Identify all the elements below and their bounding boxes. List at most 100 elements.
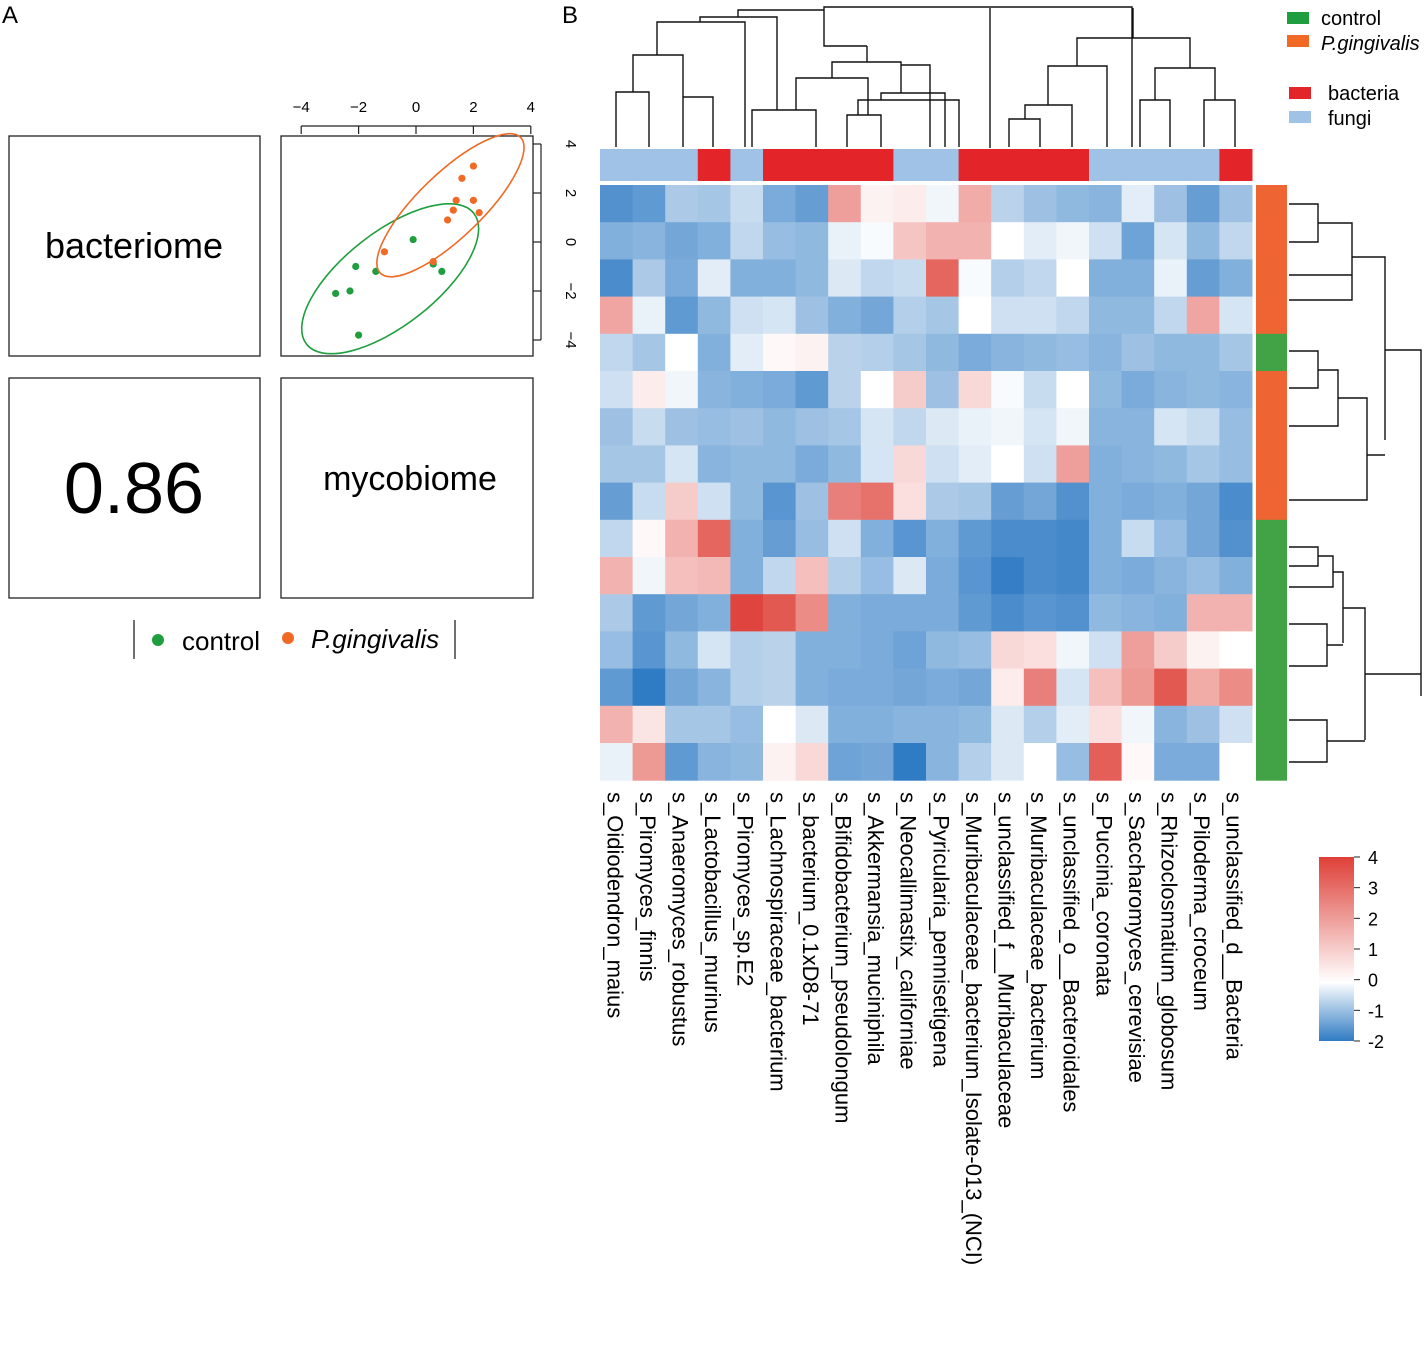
column-label: s_Saccharomyces_cerevisiae — [1124, 792, 1149, 1083]
heatmap-cell — [795, 296, 829, 335]
column-type-cell — [1121, 149, 1155, 181]
heatmap-cell — [1186, 371, 1220, 409]
heatmap-cell — [958, 482, 992, 521]
row-group-cell — [1256, 296, 1287, 335]
colorbar-tick-label: 1 — [1368, 940, 1378, 960]
heatmap-cell — [697, 668, 731, 707]
x-tick-label: 2 — [469, 99, 477, 116]
heatmap-cell — [1056, 482, 1090, 521]
heatmap-cell — [763, 482, 797, 521]
heatmap-cell — [1154, 259, 1188, 298]
column-type-cell — [600, 149, 634, 181]
point-pgingivalis — [458, 174, 466, 182]
heatmap-cell — [991, 594, 1025, 632]
heatmap-cell — [1121, 594, 1155, 632]
heatmap-cell — [600, 445, 634, 484]
column-label: s_Rhizoclosmatium_globosum — [1157, 792, 1182, 1090]
heatmap-cell — [795, 333, 829, 372]
heatmap-cell — [600, 519, 634, 558]
heatmap-cell — [860, 408, 894, 446]
heatmap-cell — [1023, 743, 1057, 781]
heatmap-cell — [958, 743, 992, 781]
heatmap-cell — [926, 705, 960, 744]
heatmap-cell — [600, 333, 634, 372]
y-tick-label: 2 — [562, 189, 579, 197]
heatmap-cell — [860, 259, 894, 298]
colorbar — [1319, 857, 1354, 1041]
heatmap-cell — [828, 371, 862, 409]
heatmap-cell — [1121, 371, 1155, 409]
legend-swatch-pgingivalis — [1287, 35, 1309, 47]
row-group-strip — [1256, 185, 1287, 781]
confidence-ellipse-control — [300, 202, 480, 355]
heatmap-cell — [1056, 445, 1090, 484]
heatmap-cell — [665, 668, 699, 707]
heatmap-cell — [665, 333, 699, 372]
heatmap-cell — [958, 185, 992, 223]
heatmap-cell — [1089, 482, 1123, 521]
pairs-plot: bacteriome −4 −2 0 2 4 4 2 0 −2 −4 0.86 mycobiome… — [8, 99, 579, 659]
heatmap-cell — [1121, 705, 1155, 744]
heatmap-cell — [1154, 371, 1188, 409]
heatmap-cell — [1056, 557, 1090, 595]
heatmap-cell — [632, 408, 666, 446]
heatmap-cell — [1121, 185, 1155, 223]
heatmap-cell — [991, 259, 1025, 298]
heatmap-cell — [860, 743, 894, 781]
heatmap-cell — [763, 259, 797, 298]
heatmap-cell — [730, 743, 764, 781]
heatmap-cell — [600, 705, 634, 744]
panel-label-a: A — [2, 2, 18, 29]
heatmap-cell — [1219, 259, 1253, 298]
row-group-cell — [1256, 408, 1287, 446]
heatmap-cell — [730, 222, 764, 260]
heatmap-cell — [665, 408, 699, 446]
heatmap-cell — [665, 371, 699, 409]
heatmap-cell — [893, 408, 927, 446]
heatmap-cell — [600, 408, 634, 446]
legend-dot-control — [152, 634, 164, 646]
heatmap-cell — [926, 631, 960, 670]
heatmap-cell — [926, 408, 960, 446]
heatmap-cell — [828, 631, 862, 670]
heatmap-cell — [1219, 705, 1253, 744]
column-label: s_Lactobacillus_murinus — [700, 792, 725, 1033]
heatmap-cell — [1219, 519, 1253, 558]
heatmap-cell — [893, 668, 927, 707]
heatmap-cell — [1154, 482, 1188, 521]
heatmap-cell — [697, 743, 731, 781]
heatmap-cell — [730, 668, 764, 707]
heatmap-cell — [697, 631, 731, 670]
heatmap-cell — [730, 519, 764, 558]
heatmap-cell — [730, 705, 764, 744]
heatmap-cell — [730, 296, 764, 335]
heatmap-cell — [926, 333, 960, 372]
heatmap-cell — [1121, 259, 1155, 298]
row-group-cell — [1256, 482, 1287, 521]
heatmap-cell — [1121, 631, 1155, 670]
heatmap-cell — [763, 333, 797, 372]
heatmap-cell — [665, 631, 699, 670]
column-type-cell — [697, 149, 731, 181]
heatmap-cell — [1219, 631, 1253, 670]
heatmap-cell — [1056, 594, 1090, 632]
heatmap-cell — [926, 482, 960, 521]
heatmap-cell — [893, 557, 927, 595]
heatmap-cell — [730, 185, 764, 223]
heatmap-cell — [697, 222, 731, 260]
heatmap-cell — [1154, 594, 1188, 632]
heatmap-cell — [795, 557, 829, 595]
heatmap-cell — [926, 557, 960, 595]
heatmap-cell — [600, 743, 634, 781]
heatmap-cell — [991, 185, 1025, 223]
legend-label-control: control — [182, 626, 260, 656]
row-group-cell — [1256, 333, 1287, 372]
heatmap-cell — [1023, 185, 1057, 223]
heatmap-cell — [763, 371, 797, 409]
column-label: s_Bifidobacterium_pseudolongum — [831, 792, 856, 1123]
row-group-cell — [1256, 185, 1287, 223]
legend-dot-pgingivalis — [282, 632, 294, 644]
heatmap-cell — [632, 705, 666, 744]
heatmap-cell — [632, 259, 666, 298]
